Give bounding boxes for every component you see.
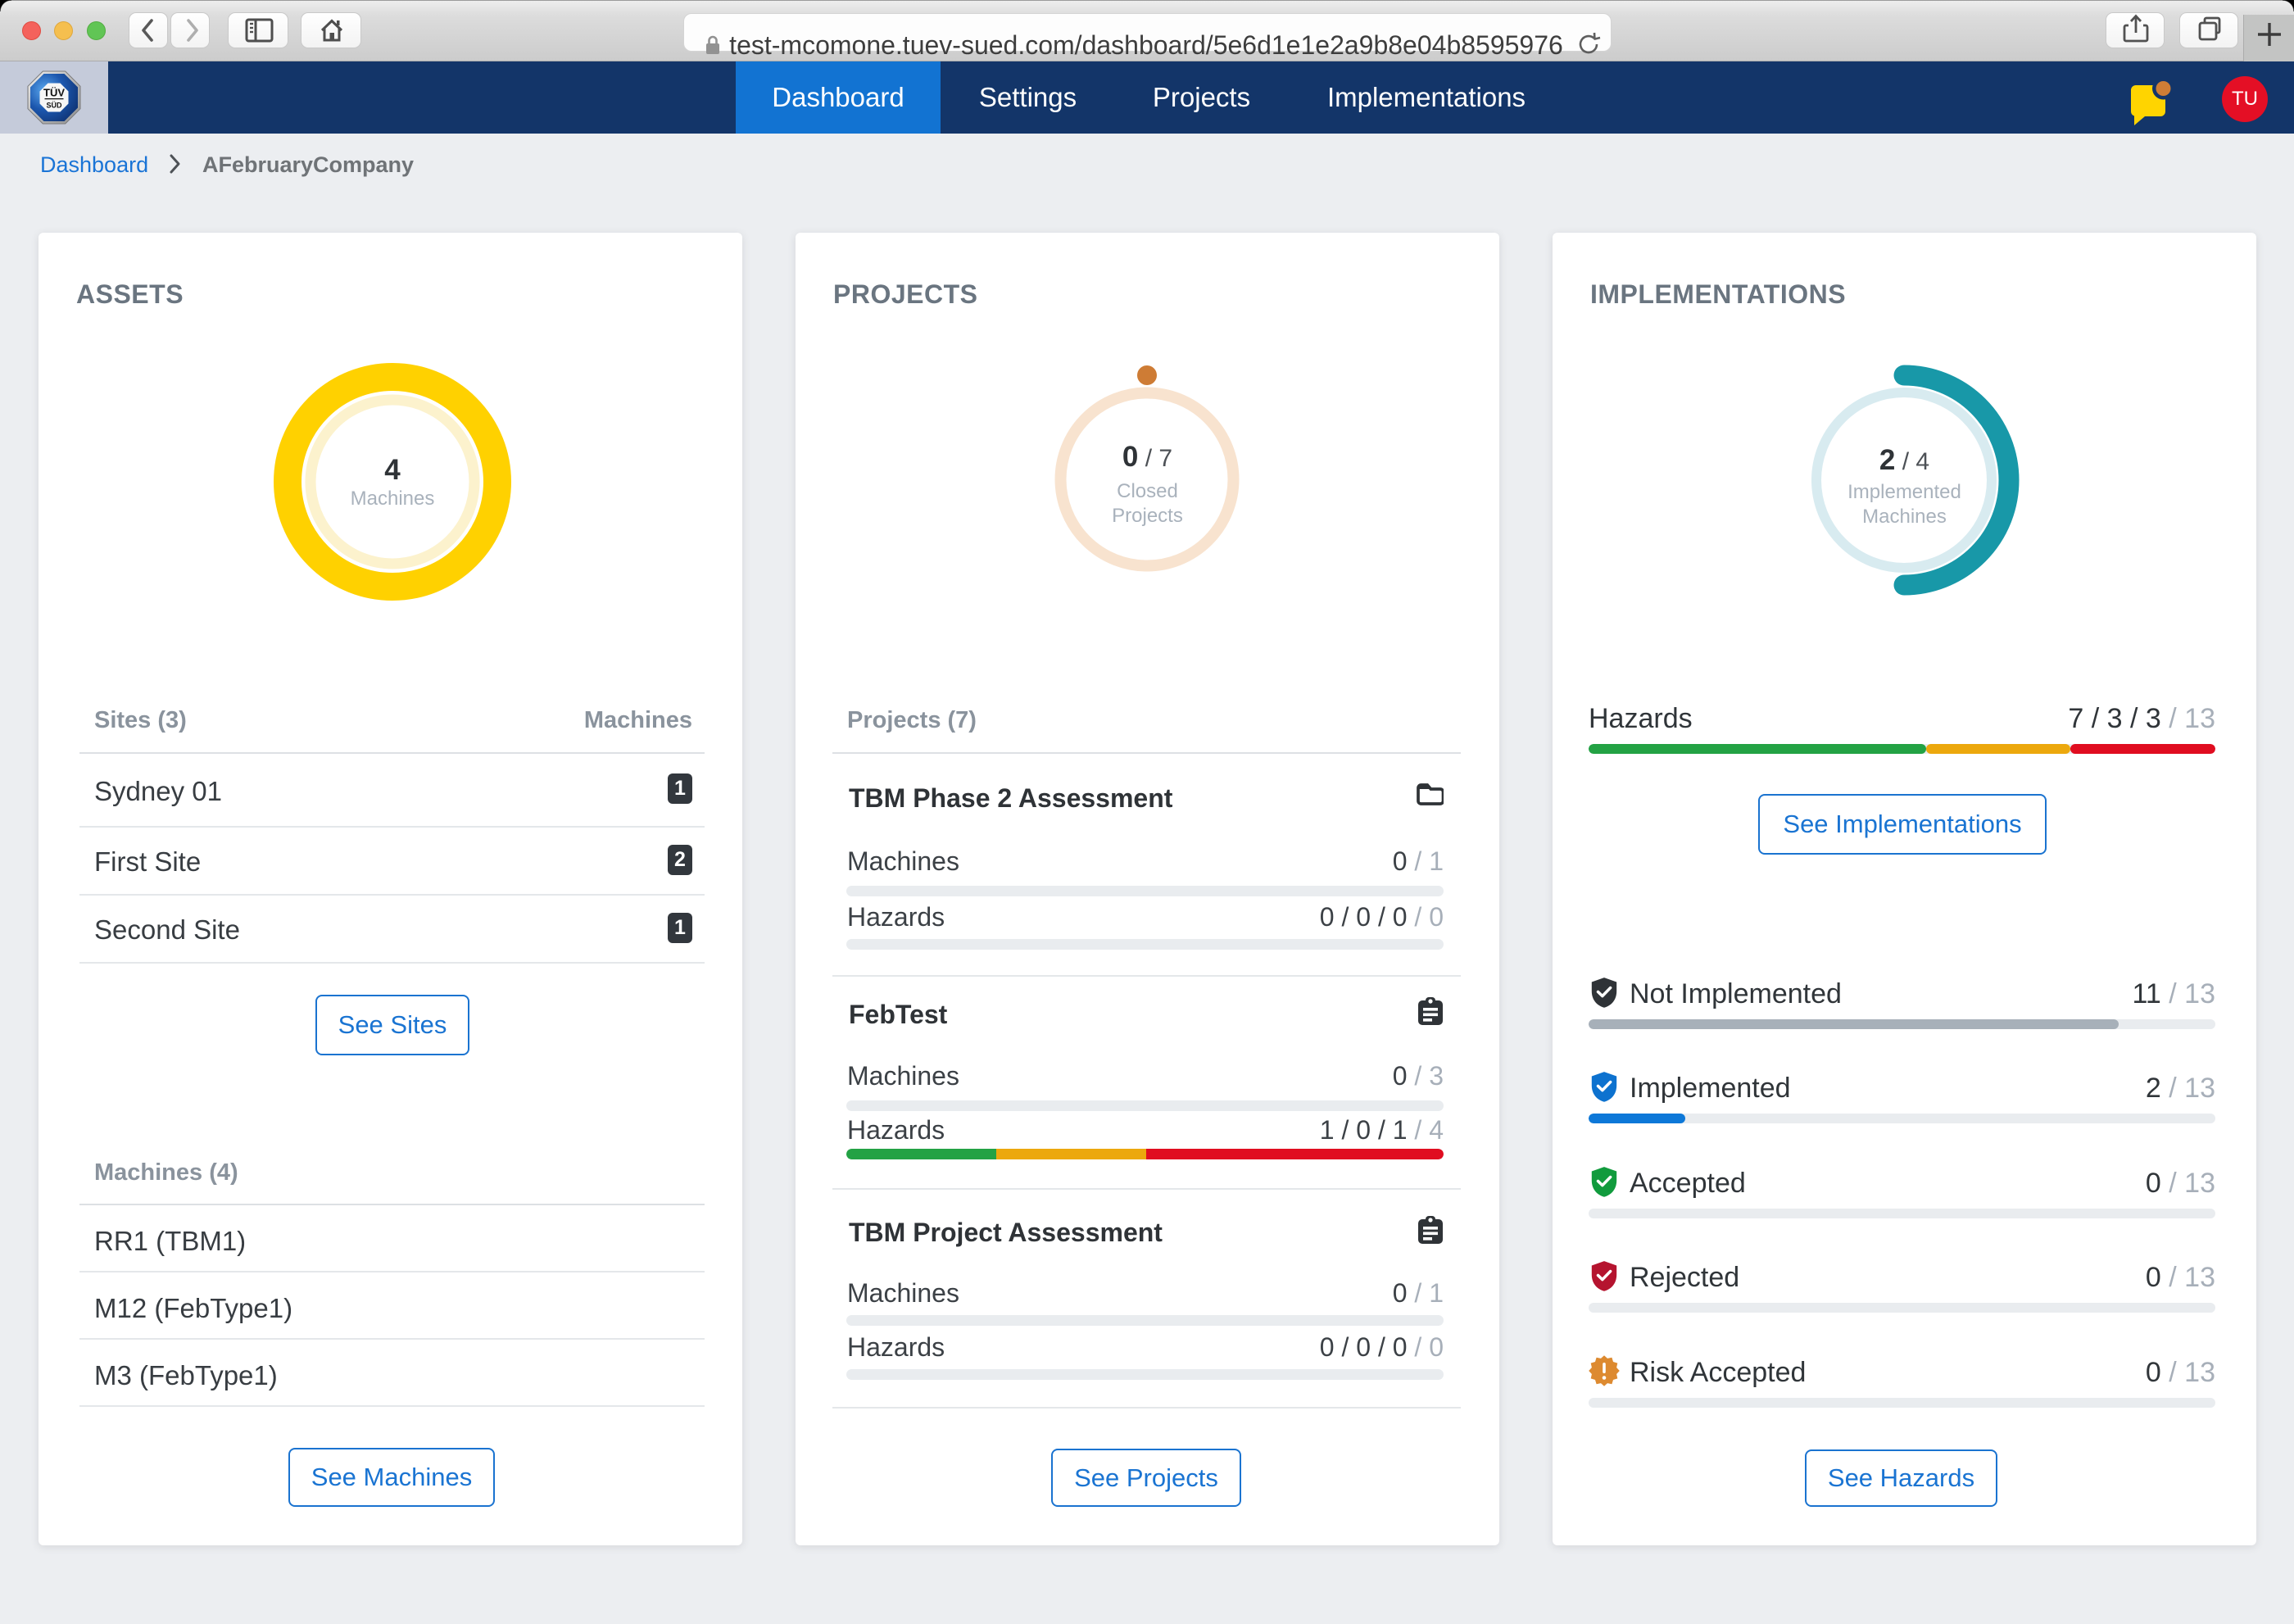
svg-text:TÜV: TÜV	[43, 87, 65, 99]
svg-text:SÜD: SÜD	[46, 102, 62, 110]
